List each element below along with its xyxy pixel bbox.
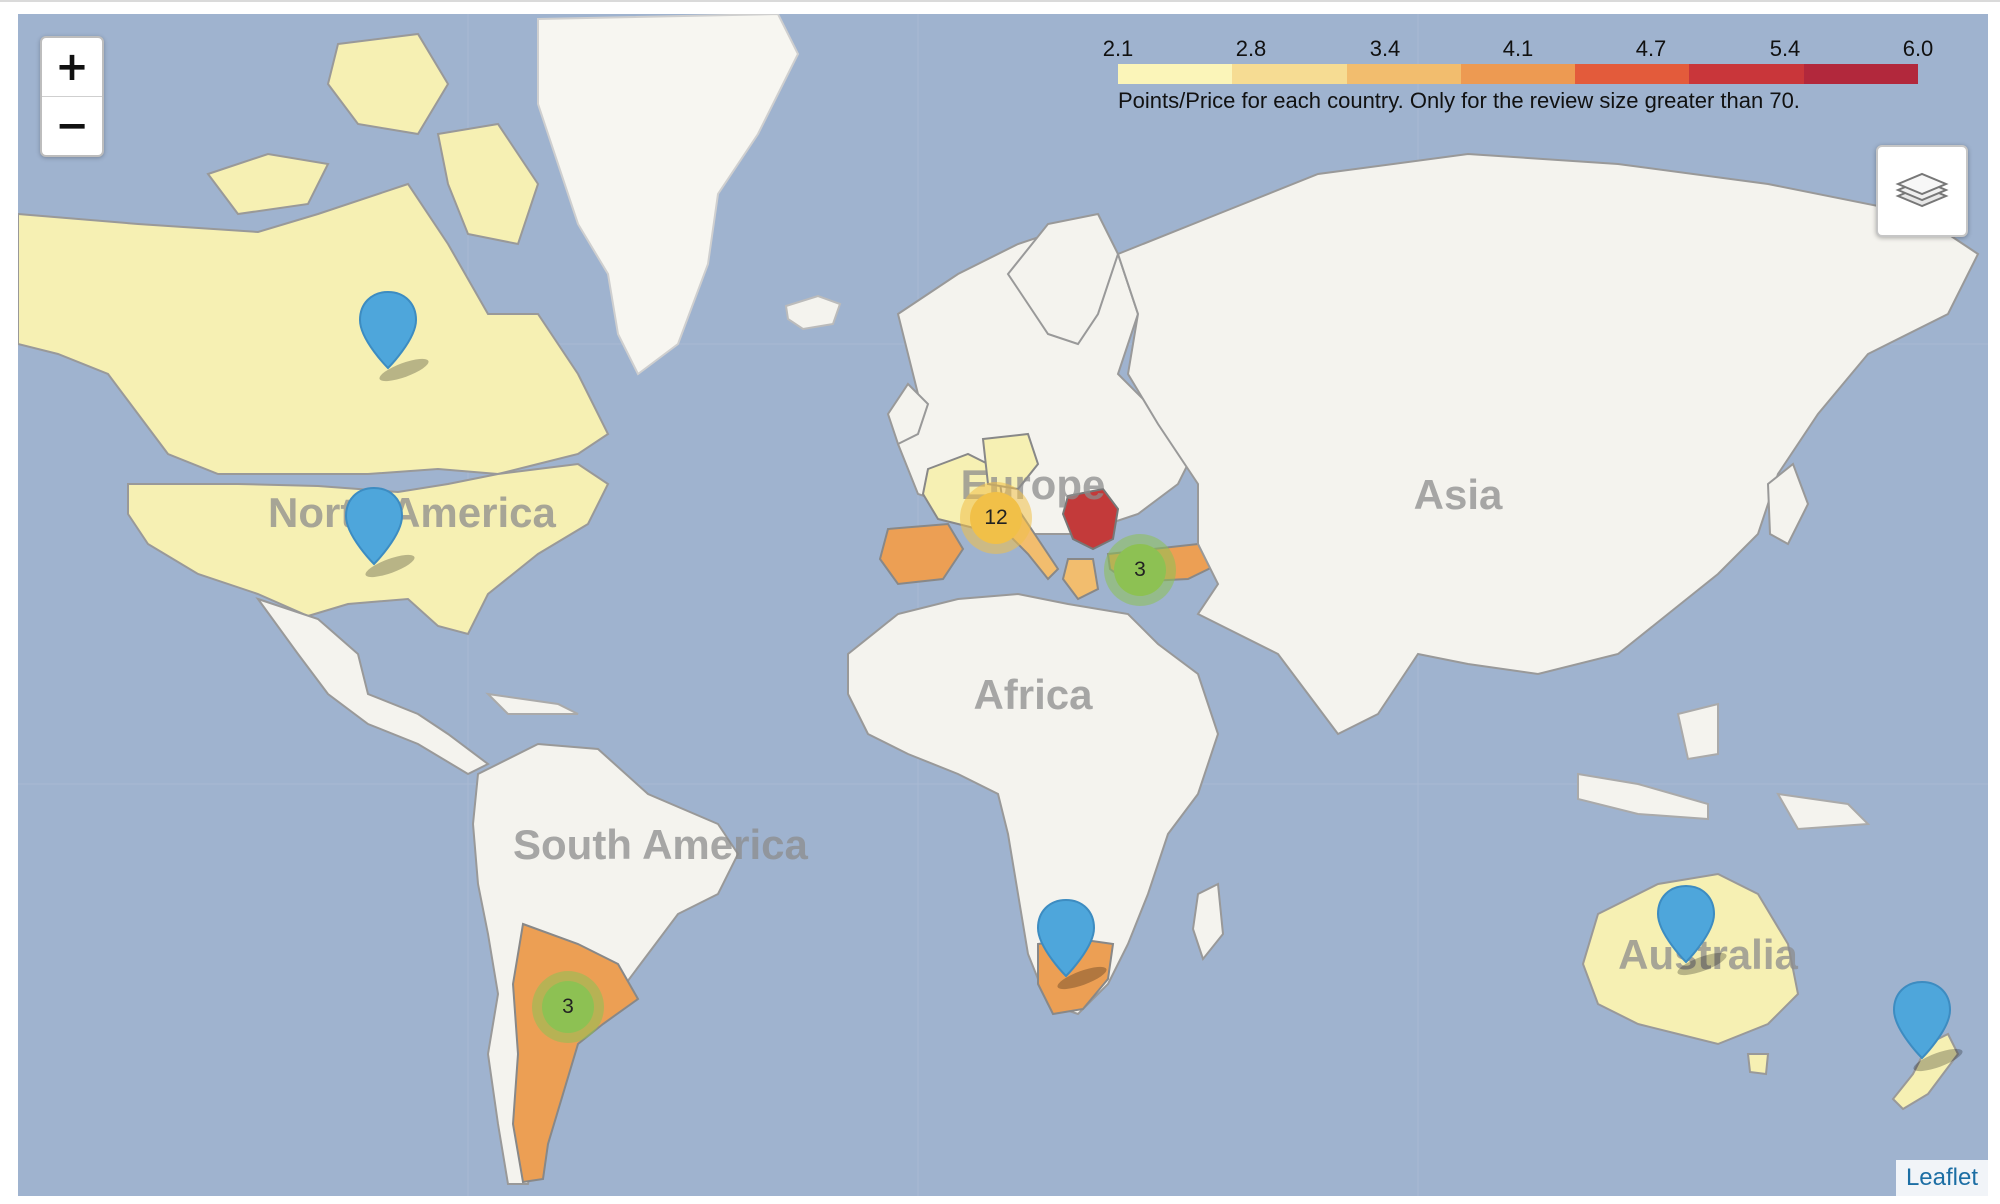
leaflet-attribution-link[interactable]: Leaflet <box>1895 1160 1988 1196</box>
cluster-count: 12 <box>970 492 1022 544</box>
germany <box>981 432 1040 491</box>
cluster-argentina[interactable]: 3 <box>532 971 604 1043</box>
label-australia: Australia <box>1618 931 1798 978</box>
borneo <box>1676 702 1719 761</box>
legend-color-segment <box>1803 64 1918 84</box>
legend-caption: Points/Price for each country. Only for … <box>1118 88 1800 113</box>
cluster-turkey[interactable]: 3 <box>1104 534 1176 606</box>
iceland <box>784 294 842 331</box>
baffin-island <box>436 122 540 246</box>
uk <box>886 382 930 446</box>
zoom-out-button[interactable]: − <box>42 96 102 155</box>
legend-tick: 2.1 <box>1102 36 1134 61</box>
legend-tick: 2.8 <box>1235 36 1267 61</box>
africa <box>847 592 1220 1016</box>
scandinavia <box>1006 212 1120 346</box>
greece <box>1061 558 1100 601</box>
new-zealand <box>1891 1032 1960 1111</box>
legend-tick: 5.4 <box>1769 36 1801 61</box>
label-north-america: North America <box>268 489 556 536</box>
tasmania <box>1746 1053 1770 1076</box>
pin-south-africa[interactable] <box>1036 898 1118 990</box>
top-rule <box>0 0 2000 2</box>
layers-icon <box>1895 172 1949 208</box>
japan <box>1766 462 1810 546</box>
zoom-in-button[interactable]: + <box>55 44 89 90</box>
arctic-island-2 <box>326 32 450 136</box>
legend-color-segment <box>1689 64 1804 84</box>
cluster-count: 3 <box>542 981 594 1033</box>
canada <box>18 182 610 476</box>
legend-tick: 4.1 <box>1502 36 1534 61</box>
greenland <box>537 14 800 376</box>
legend-color-segment <box>1346 64 1461 84</box>
zoom-control: + − <box>40 36 104 157</box>
pin-australia[interactable] <box>1656 884 1738 976</box>
cuba <box>485 692 579 715</box>
legend-color-segment <box>1118 64 1233 84</box>
indonesia <box>1577 772 1709 821</box>
legend-color-segment <box>1460 64 1576 84</box>
label-asia: Asia <box>1413 471 1503 518</box>
cluster-europe[interactable]: 12 <box>960 482 1032 554</box>
layers-control-button[interactable] <box>1876 145 1968 237</box>
pin-usa[interactable] <box>344 486 426 578</box>
label-south-america: South America <box>513 821 808 868</box>
australia <box>1581 872 1800 1046</box>
legend-tick: 4.7 <box>1635 36 1667 61</box>
legend-tick: 6.0 <box>1902 36 1934 61</box>
legend-color-bar <box>1118 64 1918 84</box>
spain-portugal <box>878 522 965 586</box>
legend-tick: 3.4 <box>1369 36 1401 61</box>
legend-color-segment <box>1575 64 1690 84</box>
legend-ticks: 2.1 2.8 3.4 4.1 4.7 5.4 6.0 <box>1100 36 1934 64</box>
new-guinea <box>1776 792 1871 831</box>
pin-north-canada[interactable] <box>358 290 440 382</box>
cluster-count: 3 <box>1114 544 1166 596</box>
madagascar <box>1191 882 1225 962</box>
arctic-island-1 <box>206 152 330 216</box>
label-africa: Africa <box>973 671 1093 718</box>
mexico <box>255 597 490 776</box>
color-legend: 2.1 2.8 3.4 4.1 4.7 5.4 6.0 Points/Price… <box>1100 36 1934 116</box>
asia <box>1116 152 1980 736</box>
world-map[interactable] <box>18 14 1988 1196</box>
pin-new-zealand[interactable] <box>1892 980 1974 1072</box>
legend-color-segment <box>1232 64 1347 84</box>
romania <box>1061 487 1120 551</box>
map[interactable]: North America South America Europe Asia … <box>18 14 1988 1196</box>
